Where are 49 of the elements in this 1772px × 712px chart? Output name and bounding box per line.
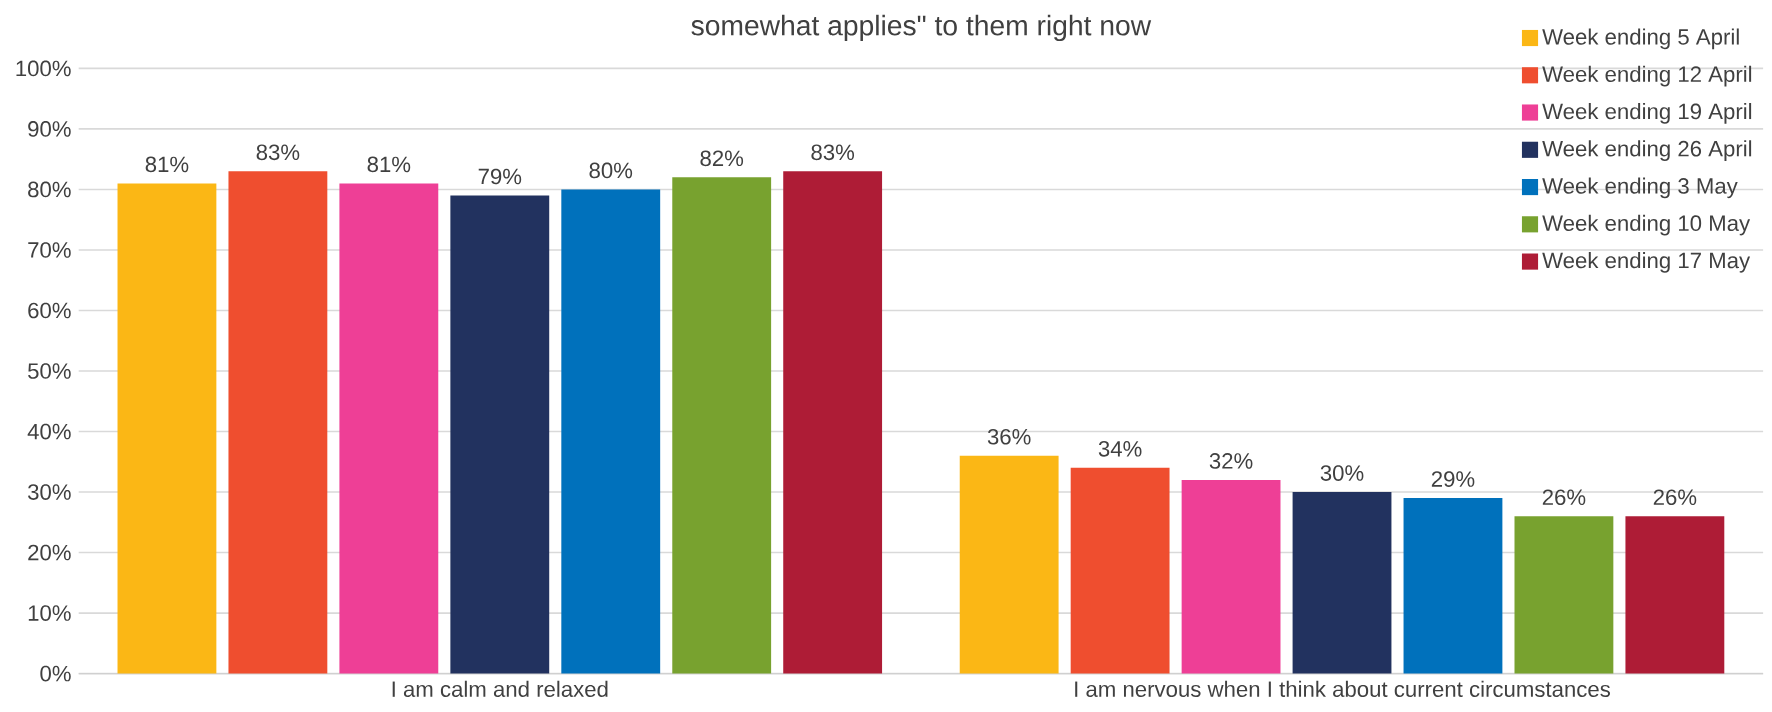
data-label: 26% (1542, 489, 1586, 506)
y-tick-label: 40% (27, 423, 71, 440)
bar (672, 177, 772, 674)
y-tick-label: 90% (28, 121, 71, 137)
legend-label: Week ending 17 May (1542, 252, 1751, 273)
bar (1403, 498, 1503, 674)
bar (561, 189, 661, 674)
bar (450, 195, 550, 674)
data-label: 34% (1098, 441, 1142, 457)
legend-label: Week ending 19 April (1542, 103, 1752, 124)
y-tick-label: 10% (28, 605, 71, 622)
y-tick-label: 0% (40, 665, 71, 682)
bar (228, 171, 328, 674)
legend-label: Week ending 5 April (1542, 28, 1739, 50)
y-tick-label: 50% (28, 363, 71, 379)
chart-title: somewhat applies" to them right now (691, 14, 1152, 42)
data-label: 80% (589, 162, 633, 179)
bar (339, 183, 439, 674)
legend-label: Week ending 10 May (1542, 214, 1751, 236)
y-tick-label: 70% (28, 242, 71, 258)
x-tick-label: I am calm and relaxed (392, 680, 608, 698)
data-label: 83% (811, 144, 855, 161)
data-label: 81% (367, 156, 411, 173)
x-tick-label: I am nervous when I think about current circumstances (1075, 680, 1610, 698)
data-label: 32% (1209, 453, 1253, 469)
bar (783, 171, 883, 674)
data-label: 81% (145, 156, 189, 173)
data-label: 29% (1431, 471, 1475, 488)
bar (117, 183, 217, 674)
bar (959, 455, 1059, 674)
y-tick-label: 30% (28, 484, 71, 500)
bar (1292, 492, 1392, 674)
y-tick-label: 20% (28, 544, 71, 561)
y-tick-label: 100% (16, 60, 71, 77)
legend-label: Week ending 12 April (1542, 65, 1752, 87)
legend-label: Week ending 3 May (1542, 177, 1738, 199)
data-label: 83% (256, 144, 300, 161)
data-label: 26% (1653, 489, 1697, 506)
bar (1625, 516, 1725, 674)
data-label: 82% (700, 150, 744, 167)
legend-label: Week ending 26 April (1542, 140, 1752, 162)
data-label: 36% (987, 428, 1031, 445)
bar (1070, 467, 1170, 674)
data-label: 79% (478, 168, 522, 185)
y-tick-label: 80% (28, 181, 71, 198)
bar (1514, 516, 1614, 674)
y-tick-label: 60% (28, 302, 71, 319)
data-label: 30% (1320, 465, 1364, 481)
bar (1181, 480, 1281, 674)
